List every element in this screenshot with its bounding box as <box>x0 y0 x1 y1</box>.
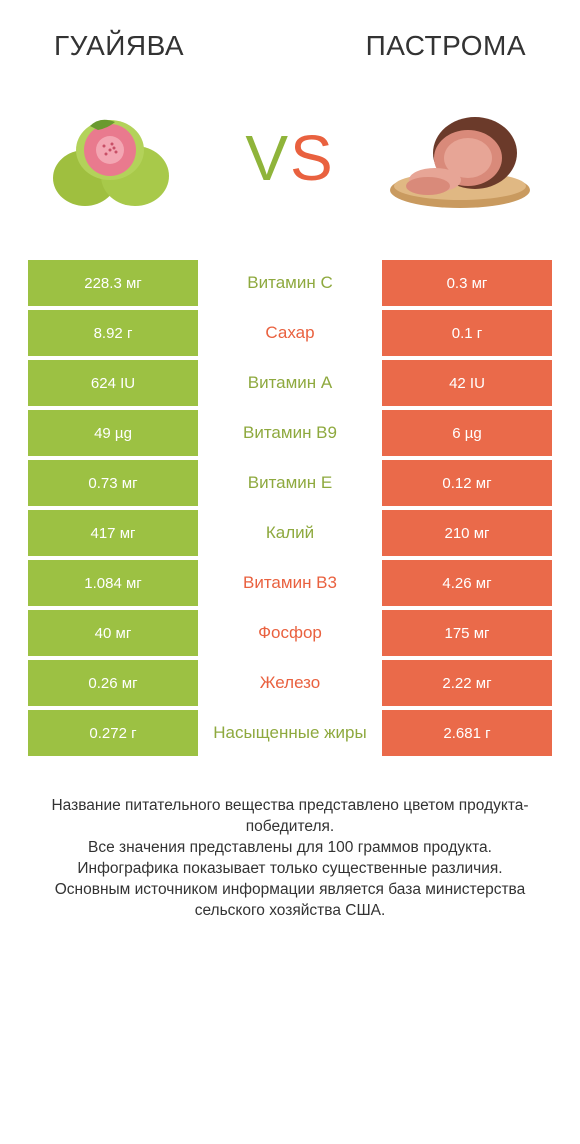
table-row: 49 µgВитамин B96 µg <box>28 410 552 456</box>
left-value: 1.084 мг <box>28 560 198 606</box>
right-value: 210 мг <box>382 510 552 556</box>
left-value: 624 IU <box>28 360 198 406</box>
nutrient-label: Железо <box>198 660 382 706</box>
nutrient-label: Фосфор <box>198 610 382 656</box>
table-row: 0.73 мгВитамин E0.12 мг <box>28 460 552 506</box>
right-value: 42 IU <box>382 360 552 406</box>
right-value: 6 µg <box>382 410 552 456</box>
table-row: 0.26 мгЖелезо2.22 мг <box>28 660 552 706</box>
table-row: 417 мгКалий210 мг <box>28 510 552 556</box>
table-row: 40 мгФосфор175 мг <box>28 610 552 656</box>
guava-image <box>40 98 200 218</box>
infographic-container: ГУАЙЯВА ПАСТРОМА VS <box>0 0 580 1144</box>
nutrient-label: Витамин B9 <box>198 410 382 456</box>
left-value: 228.3 мг <box>28 260 198 306</box>
footer-line: Название питательного вещества представл… <box>36 796 544 838</box>
titles-row: ГУАЙЯВА ПАСТРОМА <box>28 30 552 62</box>
pastrami-image <box>380 98 540 218</box>
right-value: 2.22 мг <box>382 660 552 706</box>
footer-line: Основным источником информации является … <box>36 880 544 922</box>
footer-line: Инфографика показывает только существенн… <box>36 859 544 880</box>
right-value: 0.1 г <box>382 310 552 356</box>
left-value: 8.92 г <box>28 310 198 356</box>
right-value: 2.681 г <box>382 710 552 756</box>
right-value: 0.3 мг <box>382 260 552 306</box>
title-right: ПАСТРОМА <box>366 30 526 62</box>
footer-text: Название питательного вещества представл… <box>28 796 552 922</box>
table-row: 624 IUВитамин A42 IU <box>28 360 552 406</box>
footer-line: Все значения представлены для 100 граммо… <box>36 838 544 859</box>
nutrient-label: Витамин A <box>198 360 382 406</box>
nutrient-label: Насыщенные жиры <box>198 710 382 756</box>
nutrient-label: Витамин B3 <box>198 560 382 606</box>
left-value: 40 мг <box>28 610 198 656</box>
nutrient-label: Сахар <box>198 310 382 356</box>
left-value: 49 µg <box>28 410 198 456</box>
vs-s: S <box>290 122 335 194</box>
vs-label: VS <box>245 121 334 195</box>
left-value: 0.73 мг <box>28 460 198 506</box>
table-row: 228.3 мгВитамин C0.3 мг <box>28 260 552 306</box>
title-left: ГУАЙЯВА <box>54 30 184 62</box>
table-row: 8.92 гСахар0.1 г <box>28 310 552 356</box>
table-row: 0.272 гНасыщенные жиры2.681 г <box>28 710 552 756</box>
left-value: 0.272 г <box>28 710 198 756</box>
right-value: 175 мг <box>382 610 552 656</box>
left-value: 417 мг <box>28 510 198 556</box>
right-value: 0.12 мг <box>382 460 552 506</box>
table-row: 1.084 мгВитамин B34.26 мг <box>28 560 552 606</box>
nutrition-table: 228.3 мгВитамин C0.3 мг8.92 гСахар0.1 г6… <box>28 260 552 760</box>
hero-row: VS <box>28 98 552 218</box>
nutrient-label: Калий <box>198 510 382 556</box>
nutrient-label: Витамин E <box>198 460 382 506</box>
nutrient-label: Витамин C <box>198 260 382 306</box>
left-value: 0.26 мг <box>28 660 198 706</box>
right-value: 4.26 мг <box>382 560 552 606</box>
vs-v: V <box>245 122 290 194</box>
